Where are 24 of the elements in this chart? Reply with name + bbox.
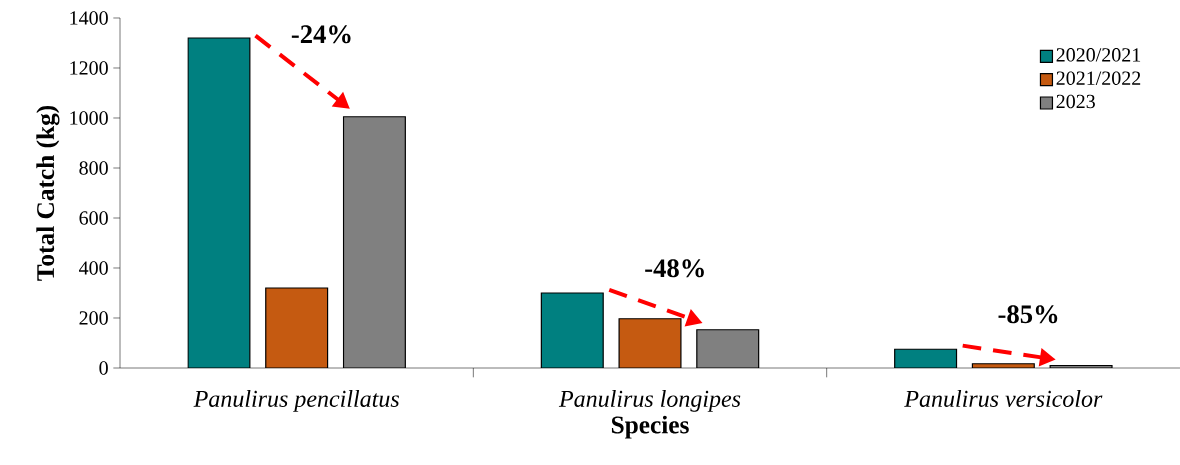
legend-label: 2020/2021 — [1056, 48, 1141, 62]
y-tick-label: 1000 — [70, 111, 108, 125]
legend-label: 2023 — [1056, 94, 1095, 109]
x-tick-label: Panulirus versicolor — [904, 390, 1103, 407]
y-tick-label: 1200 — [70, 61, 108, 75]
y-tick-label: 400 — [79, 261, 108, 275]
y-tick-label: 600 — [79, 211, 108, 225]
bar — [696, 329, 760, 368]
bar — [265, 287, 329, 368]
annotation: -48% — [645, 259, 704, 278]
x-tick-label: Panulirus pencillatus — [193, 390, 399, 412]
y-tick-label: 0 — [99, 361, 108, 375]
y-tick-label: 800 — [79, 161, 108, 175]
bar — [187, 37, 251, 368]
bar — [540, 292, 604, 368]
y-tick-label: 200 — [79, 311, 108, 325]
annotation: -85% — [998, 305, 1058, 324]
annotation: -24% — [291, 25, 351, 44]
x-axis-title: Species — [611, 415, 689, 439]
x-tick-label: Panulirus longipes — [558, 390, 741, 412]
y-tick-label: 1400 — [70, 11, 108, 25]
bar — [342, 116, 406, 368]
y-axis-title: Total Catch (kg) — [36, 105, 60, 281]
legend-label: 2021/2022 — [1056, 71, 1141, 85]
